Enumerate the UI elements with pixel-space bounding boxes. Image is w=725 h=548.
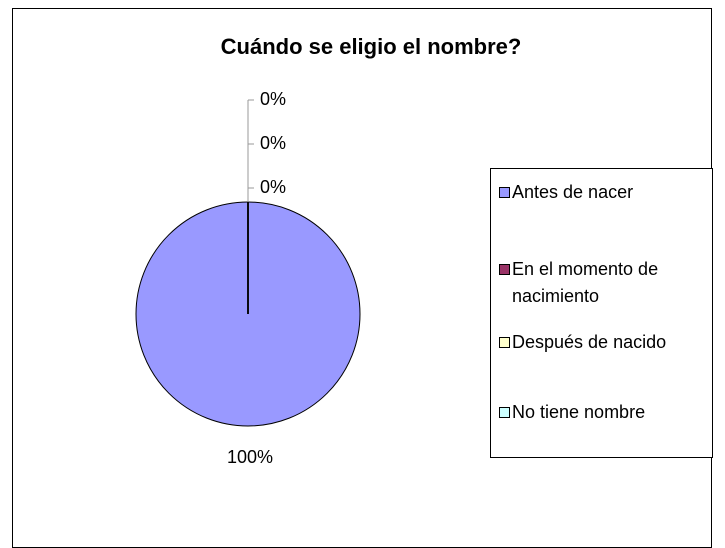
legend-swatch bbox=[499, 407, 510, 418]
legend: Antes de nacer En el momento de nacimient… bbox=[490, 168, 713, 458]
legend-entry: Antes de nacer bbox=[499, 179, 722, 206]
data-label: 0% bbox=[260, 89, 286, 109]
legend-entry: No tiene nombre bbox=[499, 399, 722, 426]
chart-title: Cuándo se eligio el nombre? bbox=[221, 34, 522, 59]
data-label: 0% bbox=[260, 133, 286, 153]
chart: Cuándo se eligio el nombre? 100% 0% 0% 0% bbox=[135, 34, 522, 467]
page: Cuándo se eligio el nombre? 100% 0% 0% 0% A… bbox=[12, 8, 713, 548]
legend-label: En el momento de nacimiento bbox=[512, 259, 659, 306]
data-label: 0% bbox=[260, 177, 286, 197]
legend-label: Después de nacido bbox=[512, 332, 667, 352]
legend-entry: Después de nacido bbox=[499, 329, 722, 356]
legend-entry: En el momento de nacimiento bbox=[499, 256, 722, 310]
legend-label: No tiene nombre bbox=[512, 402, 646, 422]
legend-swatch bbox=[499, 337, 510, 348]
legend-swatch bbox=[499, 264, 510, 275]
legend-swatch bbox=[499, 187, 510, 198]
data-label: 100% bbox=[227, 447, 273, 467]
legend-label: Antes de nacer bbox=[512, 182, 634, 202]
